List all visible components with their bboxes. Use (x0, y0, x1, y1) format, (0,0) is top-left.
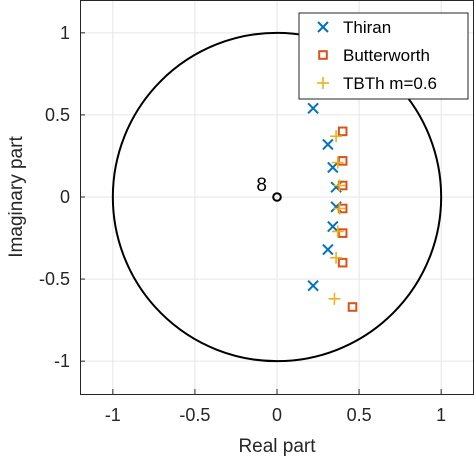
x-marker-stroke (322, 138, 334, 151)
x-marker-stroke (307, 279, 319, 292)
data-point (347, 302, 358, 312)
pole-multiplicity-label: 8 (256, 175, 267, 196)
x-tick-label: 1 (436, 405, 446, 425)
legend-entry-label: Butterworth (343, 46, 430, 65)
x-tick-label: -1 (105, 405, 121, 425)
data-point (337, 228, 348, 238)
data-point (337, 126, 348, 137)
square-marker-shape (337, 156, 348, 166)
data-point (322, 138, 334, 151)
square-marker-shape (318, 50, 328, 60)
data-point (331, 225, 344, 238)
data-point (328, 292, 341, 305)
origin-pole-marker (272, 192, 282, 202)
x-marker-stroke (327, 220, 339, 233)
square-marker-shape (347, 302, 358, 312)
legend-entry-label: TBTh m=0.6 (343, 74, 437, 93)
x-marker-stroke (317, 21, 329, 33)
x-marker-stroke (327, 161, 339, 174)
legend-entry-label: Thiran (343, 18, 391, 37)
unit-circle-layer (111, 31, 443, 363)
y-axis-label: Imaginary part (6, 136, 27, 258)
y-tick-label: -0.5 (39, 269, 70, 289)
x-tick-label: 0 (272, 405, 282, 425)
series-tbth-m-0-6 (328, 130, 346, 305)
data-point (333, 179, 346, 192)
annotations: 8 (256, 175, 282, 202)
x-tick-label: -0.5 (179, 405, 210, 425)
unit-circle (111, 31, 443, 363)
data-point (330, 251, 343, 264)
legend-marker (317, 21, 329, 33)
data-point (337, 257, 348, 268)
data-point (327, 220, 339, 233)
square-marker-shape (337, 257, 348, 268)
x-marker-stroke (322, 243, 334, 256)
legend-marker (317, 77, 329, 89)
data-point (330, 130, 343, 143)
square-marker-shape (337, 126, 348, 137)
data-point (337, 156, 348, 166)
axis-ticks: -1 -0.5 0 0.5 1 -1 -0.5 0 0.5 1 (39, 23, 446, 425)
x-axis-label: Real part (238, 436, 316, 457)
x-marker-stroke (307, 102, 319, 115)
y-tick-label: 1 (60, 23, 70, 43)
data-point (307, 102, 319, 115)
series-thiran (307, 102, 342, 292)
x-tick-label: 0.5 (347, 405, 372, 425)
legend-marker (318, 50, 328, 60)
series-butterworth (337, 126, 358, 312)
y-tick-label: 0.5 (45, 105, 70, 125)
data-markers (307, 102, 358, 312)
data-point (331, 156, 344, 169)
data-point (322, 243, 334, 256)
data-point (307, 279, 319, 292)
data-point (327, 161, 339, 174)
legend: Thiran Butterworth TBTh m=0.6 (298, 12, 469, 100)
y-tick-label: 0 (60, 187, 70, 207)
circle-marker-shape (272, 192, 282, 202)
square-marker-shape (337, 228, 348, 238)
y-tick-label: -1 (54, 351, 70, 371)
data-point (333, 202, 346, 215)
